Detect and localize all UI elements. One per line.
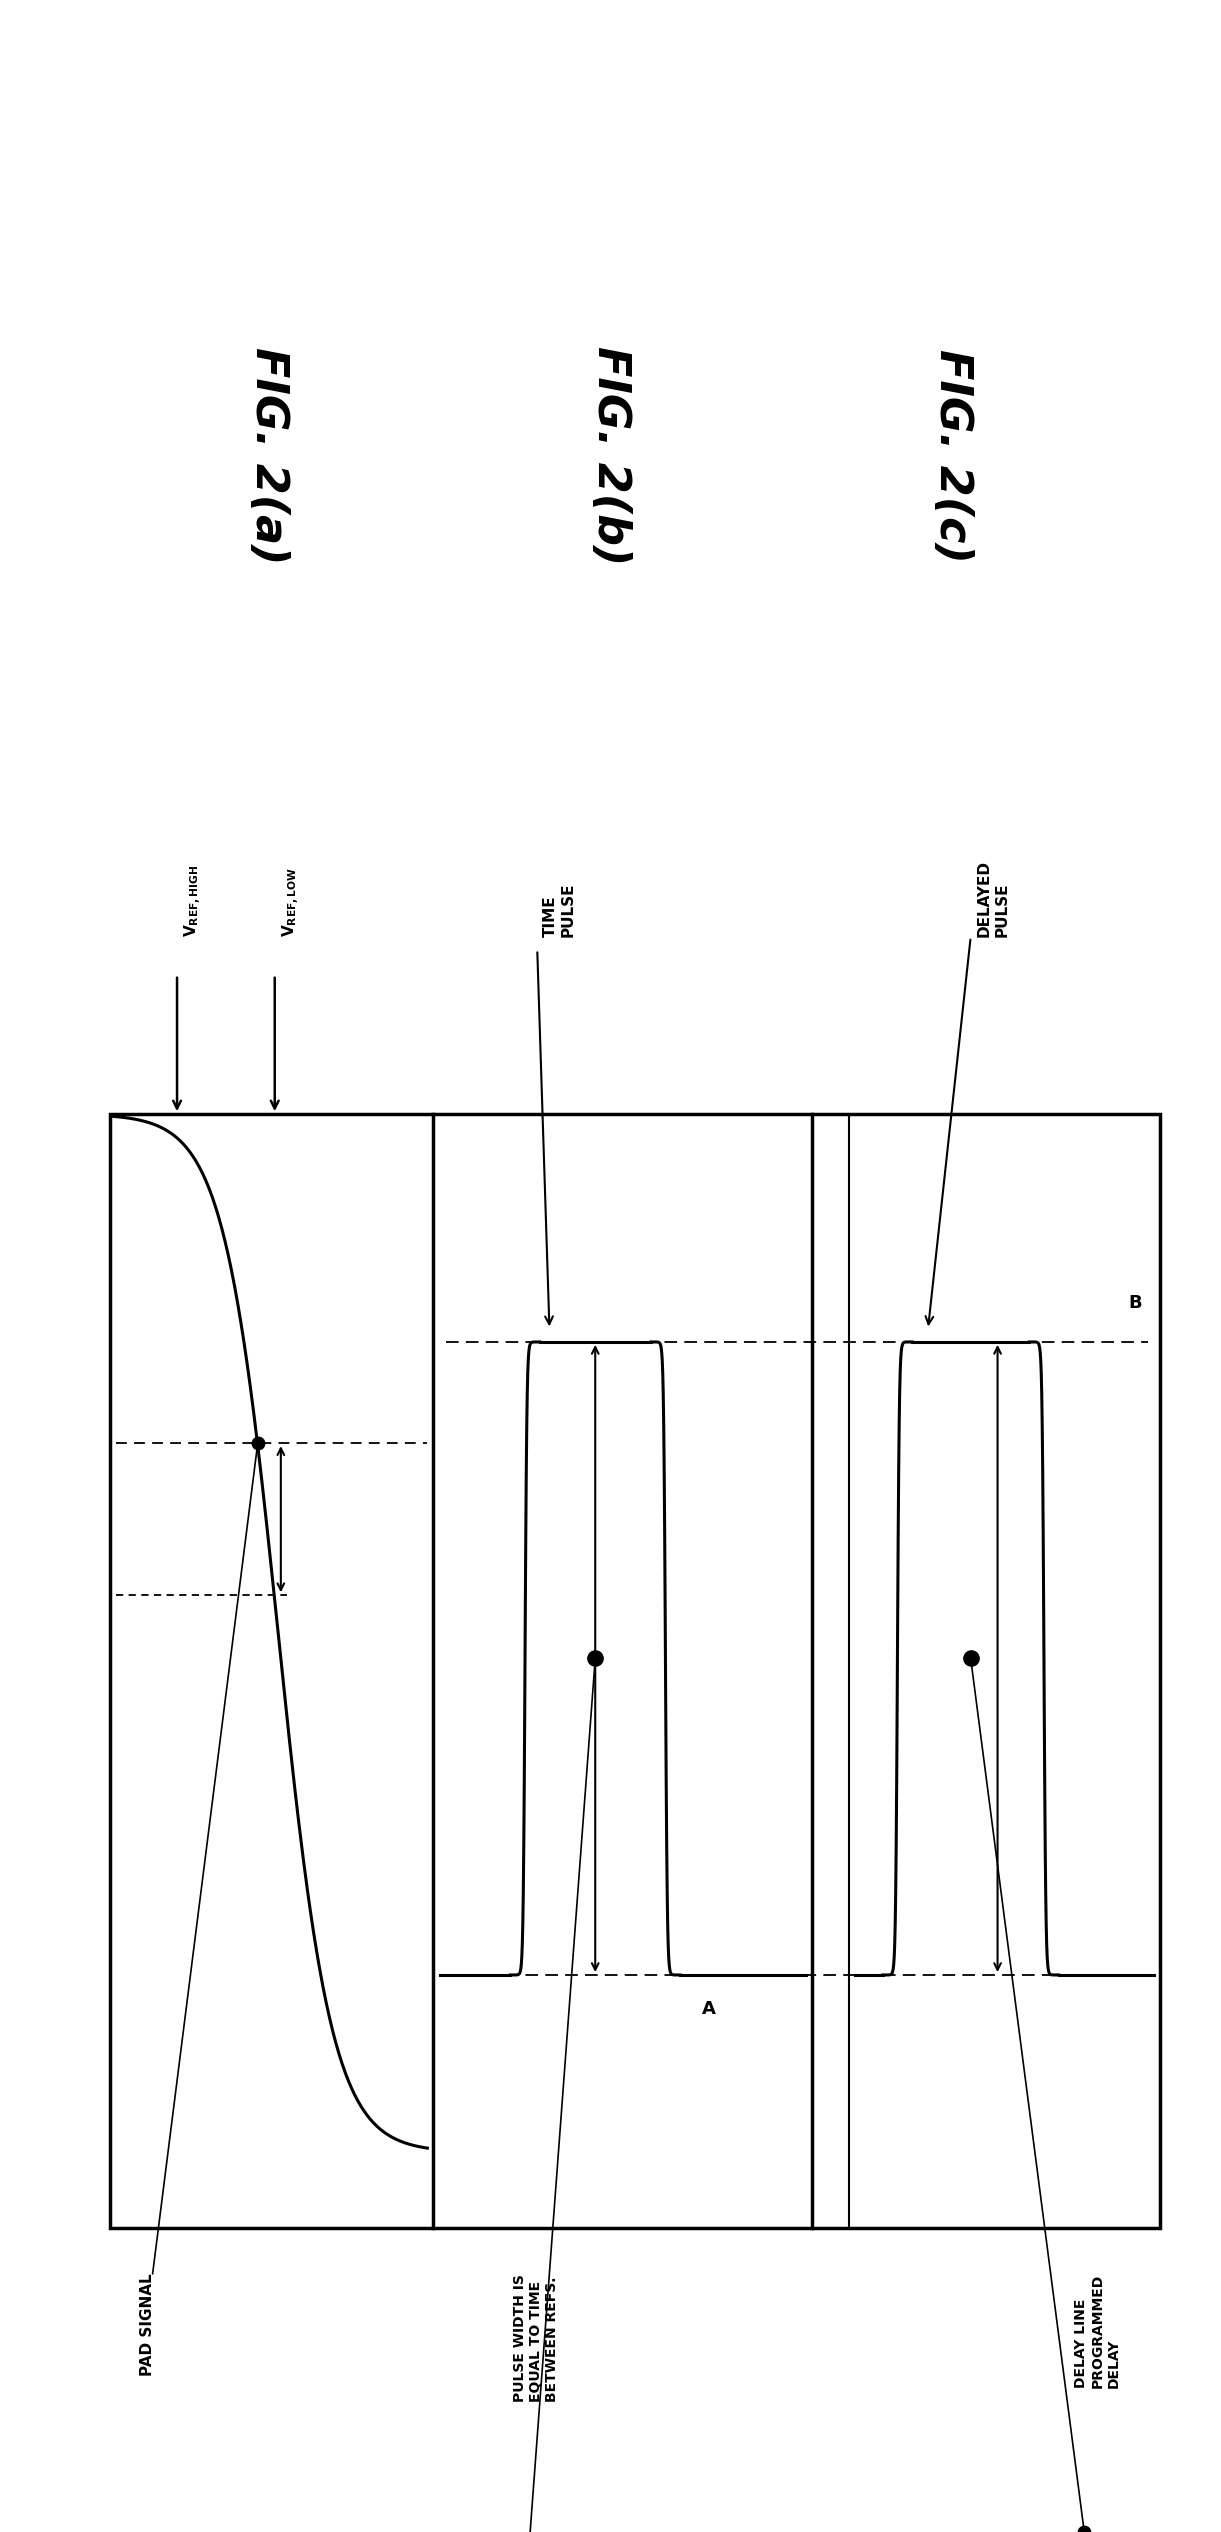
Text: FIG. 2(b): FIG. 2(b) (589, 347, 632, 565)
Text: FIG. 2(a): FIG. 2(a) (247, 347, 291, 565)
Text: $\mathbf{V_{REF,HIGH}}$: $\mathbf{V_{REF,HIGH}}$ (183, 863, 204, 937)
Text: B: B (1128, 1294, 1142, 1312)
Text: A: A (702, 2000, 716, 2018)
Text: PULSE WIDTH IS
EQUAL TO TIME
BETWEEN REFS.: PULSE WIDTH IS EQUAL TO TIME BETWEEN REF… (513, 2274, 559, 2403)
Text: DELAY LINE
PROGRAMMED
DELAY: DELAY LINE PROGRAMMED DELAY (1074, 2274, 1121, 2388)
Text: FIG. 2(c): FIG. 2(c) (930, 349, 974, 562)
Text: DELAYED
PULSE: DELAYED PULSE (977, 861, 1010, 937)
Text: $\mathbf{V_{REF,LOW}}$: $\mathbf{V_{REF,LOW}}$ (281, 866, 302, 937)
Text: PAD SIGNAL: PAD SIGNAL (140, 2274, 155, 2378)
Text: TIME
PULSE: TIME PULSE (543, 881, 576, 937)
